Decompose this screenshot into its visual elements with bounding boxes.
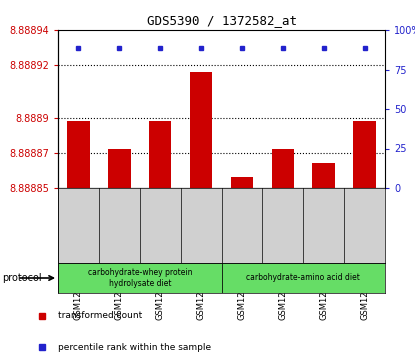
Text: carbohydrate-amino acid diet: carbohydrate-amino acid diet <box>247 273 360 282</box>
Bar <box>67 121 90 188</box>
Text: carbohydrate-whey protein
hydrolysate diet: carbohydrate-whey protein hydrolysate di… <box>88 268 192 288</box>
Bar <box>108 150 131 188</box>
Bar <box>271 150 294 188</box>
Bar <box>312 163 335 188</box>
Bar <box>231 178 253 188</box>
Text: protocol: protocol <box>2 273 42 283</box>
Bar <box>190 72 212 188</box>
Bar <box>353 121 376 188</box>
Bar <box>58 263 222 293</box>
Title: GDS5390 / 1372582_at: GDS5390 / 1372582_at <box>146 15 296 28</box>
Bar <box>149 121 171 188</box>
Text: transformed count: transformed count <box>58 311 142 320</box>
Text: percentile rank within the sample: percentile rank within the sample <box>58 343 211 352</box>
Bar <box>222 263 385 293</box>
